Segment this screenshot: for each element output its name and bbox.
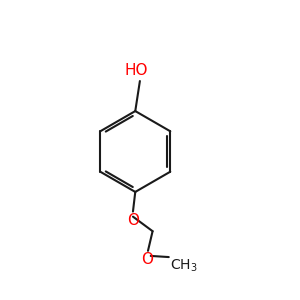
Text: CH$_3$: CH$_3$ — [170, 258, 198, 274]
Text: O: O — [127, 213, 139, 228]
Text: HO: HO — [124, 63, 148, 78]
Text: O: O — [141, 252, 153, 267]
